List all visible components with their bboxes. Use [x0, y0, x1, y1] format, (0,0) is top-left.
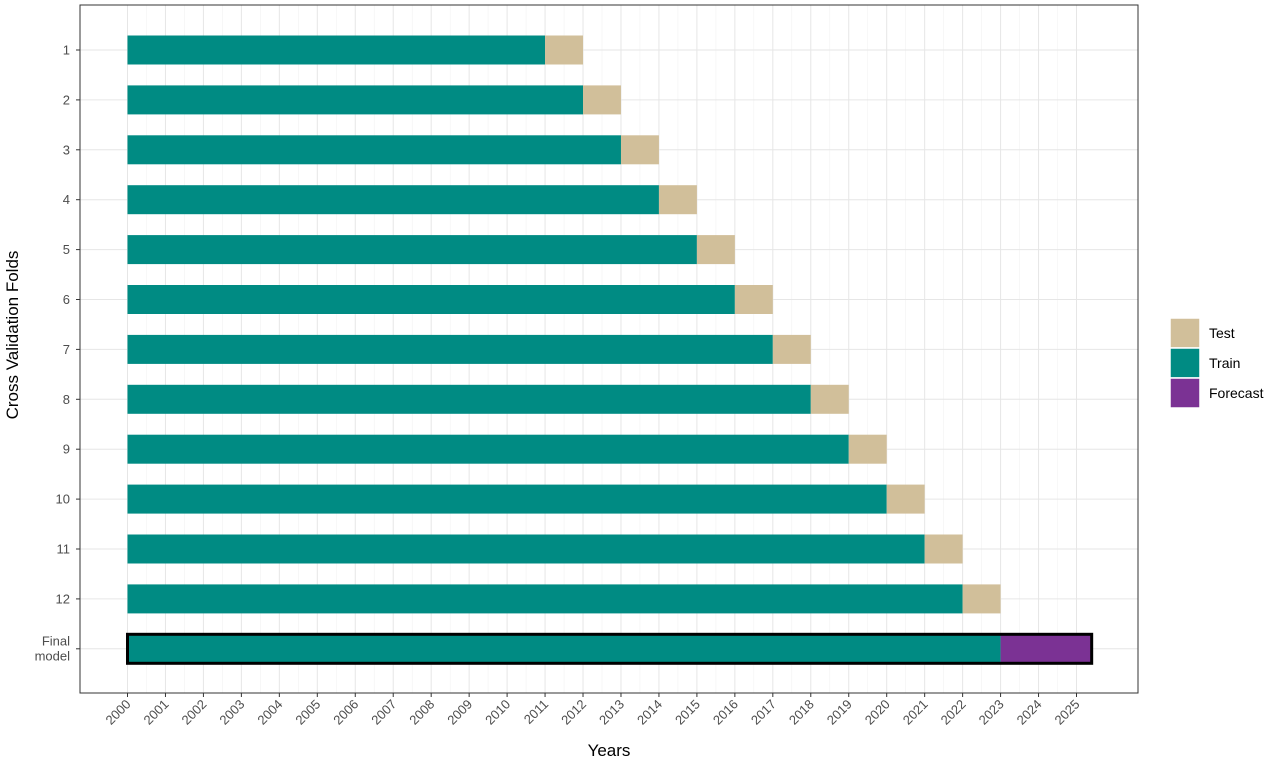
train-bar: [127, 634, 1001, 664]
y-tick-label: 6: [63, 292, 70, 307]
x-tick-label: 2022: [938, 697, 969, 728]
y-tick-label: 11: [57, 542, 71, 557]
y-tick-label: 9: [63, 442, 70, 457]
legend-key-train: [1169, 347, 1201, 379]
x-tick-label: 2001: [141, 697, 172, 728]
x-tick-label: 2018: [786, 697, 817, 728]
legend-key-test: [1169, 317, 1201, 349]
y-tick-label: model: [35, 648, 71, 663]
x-tick-label: 2004: [254, 697, 285, 728]
x-tick-label: 2016: [710, 697, 741, 728]
x-tick-label: 2000: [103, 697, 134, 728]
train-bar: [127, 35, 546, 65]
test-bar: [962, 584, 1001, 614]
train-bar: [127, 285, 735, 314]
legend-label-train: Train: [1209, 355, 1240, 371]
x-tick-label: 2011: [521, 697, 551, 727]
y-tick-label: 2: [63, 92, 70, 107]
x-tick-label: 2012: [558, 697, 589, 728]
train-bar: [127, 235, 697, 265]
test-bar: [545, 35, 584, 65]
test-bar: [658, 185, 697, 215]
x-tick-label: 2003: [216, 697, 247, 728]
train-bar: [127, 85, 584, 115]
x-tick-label: 2019: [824, 697, 855, 728]
test-bar: [886, 484, 925, 514]
x-tick-label: 2010: [482, 697, 513, 728]
train-bar: [127, 484, 887, 514]
y-tick-label: 7: [63, 342, 70, 357]
test-bar: [696, 235, 735, 265]
x-tick-label: 2020: [862, 697, 893, 728]
test-bar: [620, 135, 659, 165]
test-bar: [924, 534, 963, 564]
x-tick-label: 2007: [368, 697, 399, 728]
train-bar: [127, 334, 773, 364]
legend-label-test: Test: [1209, 325, 1235, 341]
x-tick-label: 2024: [1014, 697, 1045, 728]
train-bar: [127, 534, 925, 564]
x-tick-label: 2002: [178, 697, 209, 728]
y-tick-label: 4: [63, 192, 70, 207]
x-tick-label: 2025: [1052, 697, 1083, 728]
test-bar: [772, 334, 811, 364]
x-tick-label: 2005: [292, 697, 323, 728]
legend-label-forecast: Forecast: [1209, 385, 1264, 401]
forecast-bar: [1000, 634, 1092, 664]
y-axis-title: Cross Validation Folds: [3, 251, 22, 420]
x-tick-label: 2014: [634, 697, 665, 728]
train-bar: [127, 434, 849, 464]
x-tick-label: 2017: [748, 697, 779, 728]
y-tick-label: 8: [63, 392, 70, 407]
final-model-outline: [126, 632, 1094, 665]
x-tick-label: 2006: [330, 697, 361, 728]
y-tick-label: Final: [42, 633, 70, 648]
bars: [126, 35, 1094, 665]
y-tick-label: 3: [63, 142, 70, 157]
train-bar: [127, 135, 621, 165]
x-axis-title: Years: [588, 741, 631, 760]
test-bar: [810, 384, 849, 414]
x-tick-label: 2008: [406, 697, 437, 728]
x-tick-label: 2015: [672, 697, 703, 728]
x-tick-label: 2023: [976, 697, 1007, 728]
train-bar: [127, 185, 659, 215]
y-tick-label: 12: [56, 591, 70, 606]
test-bar: [583, 85, 621, 115]
train-bar: [127, 584, 963, 614]
train-bar: [127, 384, 811, 414]
legend-key-forecast: [1169, 377, 1201, 409]
x-tick-label: 2021: [900, 697, 931, 728]
test-bar: [734, 285, 773, 314]
y-tick-label: 10: [56, 492, 70, 507]
x-axis-ticks: 2000 2001 2002 2003 2004 2005 2006 2007 2008 2009…: [103, 693, 1083, 728]
y-tick-label: 1: [63, 43, 70, 58]
x-tick-label: 2009: [444, 697, 475, 728]
test-bar: [848, 434, 887, 464]
legend: Test Train Forecast: [1169, 317, 1264, 409]
x-tick-label: 2013: [596, 697, 627, 728]
y-tick-label: 5: [63, 242, 70, 257]
